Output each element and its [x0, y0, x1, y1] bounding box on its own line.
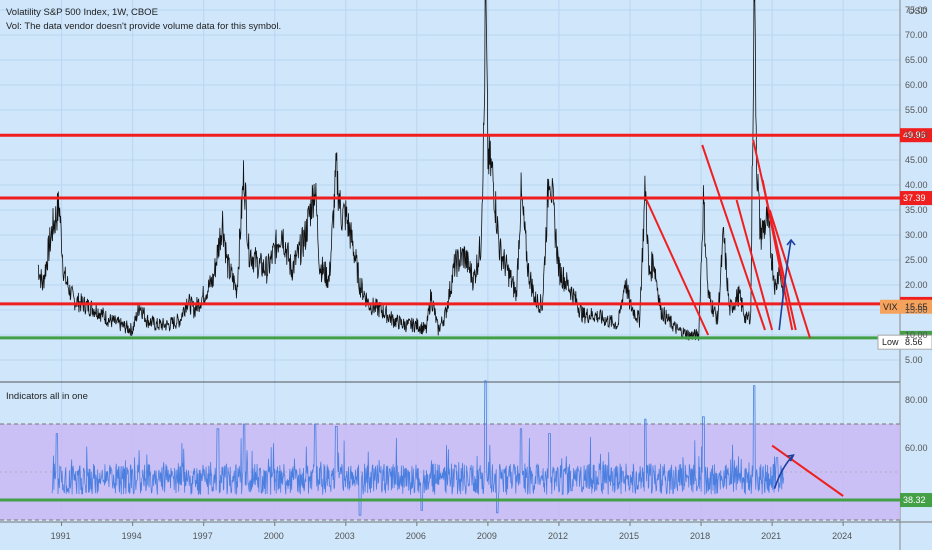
oscillator-level-tag [900, 493, 932, 508]
x-tick-label: 2009 [477, 531, 497, 541]
x-tick-label: 2000 [264, 531, 284, 541]
y-tick-label: 20.00 [905, 280, 928, 290]
y-tick-label: 55.00 [905, 105, 928, 115]
drawn-arrow-head [786, 238, 796, 246]
y-tick-label: 30.00 [905, 230, 928, 240]
osc-y-tick-label: 60.00 [905, 443, 928, 453]
chart-title: Volatility S&P 500 Index, 1W, CBOE [6, 7, 158, 18]
x-tick-label: 1997 [193, 531, 213, 541]
vix-tag-value: 15.65 [905, 302, 928, 312]
y-tick-label: 25.00 [905, 255, 928, 265]
x-tick-label: 2003 [335, 531, 355, 541]
y-tick-label: 70.00 [905, 30, 928, 40]
trend-line[interactable] [701, 144, 766, 331]
x-tick-label: 1994 [122, 531, 142, 541]
y-tick-label: 5.00 [905, 355, 923, 365]
y-tick-label: 40.00 [905, 180, 928, 190]
trend-line[interactable] [735, 199, 774, 331]
indicator-title: Indicators all in one [6, 391, 88, 402]
y-tick-label: 65.00 [905, 55, 928, 65]
vix-price-series [37, 0, 784, 341]
low-marker-box [877, 334, 932, 350]
trend-line[interactable] [768, 209, 811, 339]
y-tick-label: 75.00 [905, 5, 928, 15]
trend-line[interactable] [761, 179, 794, 331]
level-tag [900, 128, 932, 143]
level-tag-label: 49.96 [903, 130, 926, 140]
x-tick-label: 2006 [406, 531, 426, 541]
oscillator-series [51, 380, 784, 516]
x-tick-label: 2018 [690, 531, 710, 541]
volume-note: Vol: The data vendor doesn't provide vol… [6, 21, 282, 32]
x-tick-label: 2024 [832, 531, 852, 541]
x-tick-label: 1991 [51, 531, 71, 541]
osc-y-tick-label: 80.00 [905, 395, 928, 405]
y-tick-label: 60.00 [905, 80, 928, 90]
low-marker-text: Low [882, 337, 899, 347]
low-marker-value: 8.56 [905, 337, 923, 347]
oscillator-trend-line[interactable] [771, 444, 844, 497]
y-tick-label: 45.00 [905, 155, 928, 165]
level-tag [900, 191, 932, 206]
oscillator-level-label: 38.32 [903, 495, 926, 505]
x-tick-label: 2021 [761, 531, 781, 541]
vix-tag [880, 299, 932, 314]
trend-line[interactable] [645, 199, 710, 336]
currency-label: USD [908, 6, 928, 16]
y-tick-label: 15.00 [905, 305, 928, 315]
y-tick-label: 35.00 [905, 205, 928, 215]
x-tick-label: 2012 [548, 531, 568, 541]
drawn-arrow[interactable] [778, 239, 792, 331]
x-tick-label: 2015 [619, 531, 639, 541]
y-tick-label: 50.00 [905, 130, 928, 140]
level-tag-label: 37.39 [903, 193, 926, 203]
y-tick-label: 10.00 [905, 330, 928, 340]
oscillator-arrow-head [787, 454, 795, 462]
vix-tag-symbol: VIX [883, 302, 898, 312]
